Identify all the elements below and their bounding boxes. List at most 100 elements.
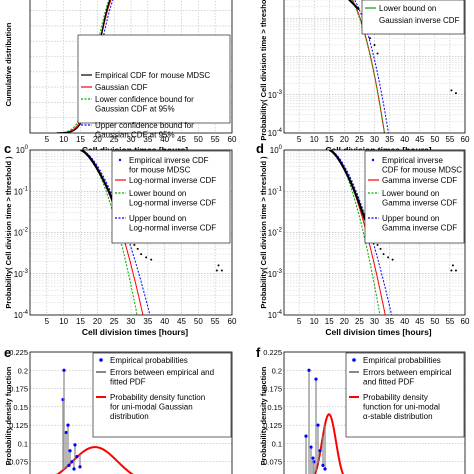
x-tick-label: 10 (310, 135, 319, 144)
series-upper-bound (329, 150, 393, 315)
y-tick-label: 0.2 (272, 366, 282, 375)
x-tick-label: 10 (59, 135, 68, 144)
x-tick-label: 15 (76, 317, 85, 326)
x-tick-label: 30 (127, 317, 136, 326)
data-point (67, 463, 71, 467)
data-point (68, 449, 72, 453)
data-point (217, 264, 220, 267)
plot-frame (29, 149, 233, 316)
x-tick-labels: 5 10 15 20 25 30 35 40 45 50 55 60 (45, 135, 237, 144)
series (56, 368, 134, 474)
data-point (64, 430, 68, 435)
series-lower-bound (80, 150, 138, 315)
legend-label: Gaussian inverse CDF (379, 16, 460, 25)
y-tick-label: 0.15 (13, 403, 28, 412)
data-point (66, 423, 70, 427)
legend-label: Lower bound on Log-normal inverse CDF (129, 189, 216, 208)
x-tick-labels: 5 10 15 20 25 30 35 40 45 50 55 60 (45, 317, 237, 326)
panel-tag: f (256, 345, 261, 360)
x-tick-label: 55 (445, 317, 454, 326)
data-point (321, 463, 325, 467)
legend-label: Empirical inverse CDF for mouse MDSC (382, 156, 462, 175)
y-tick-labels: 10-3 10-4 (268, 90, 283, 138)
panel-tag: d (256, 141, 264, 156)
x-tick-label: 20 (93, 135, 102, 144)
data-point (140, 253, 143, 256)
legend-label: Probability density function for uni-moda… (363, 393, 440, 421)
x-tick-label: 60 (228, 317, 237, 326)
legend-label: Log-normal inverse CDF (129, 176, 216, 185)
y-tick-labels: 100 10-1 10-2 10-3 10-4 (268, 145, 283, 320)
data-point (72, 467, 76, 471)
x-tick-label: 5 (45, 317, 50, 326)
legend-label: Gamma inverse CDF (382, 176, 457, 185)
x-tick-labels: 5 10 15 20 25 30 35 40 45 50 55 60 (297, 135, 470, 144)
x-tick-label: 25 (355, 317, 364, 326)
legend-label: Errors between empirical and fitted PDF (110, 368, 214, 387)
data-point (70, 460, 74, 464)
y-axis-label: Probability( Cell division time > thresh… (259, 0, 268, 141)
data-point (150, 258, 153, 261)
data-point (304, 434, 308, 438)
legend-box (92, 352, 232, 438)
panel-tag: c (4, 141, 11, 156)
panel-tag: e (4, 345, 11, 360)
x-tick-label: 45 (177, 135, 186, 144)
series (304, 368, 344, 474)
data-point (73, 443, 77, 447)
data-point (323, 467, 327, 471)
data-point (376, 243, 379, 246)
x-tick-label: 20 (340, 135, 349, 144)
data-point (454, 269, 457, 272)
legend-box (361, 0, 465, 35)
panel-e: 0.075 0.1 0.125 0.15 0.175 0.2 0.225 Probabilit… (4, 345, 233, 474)
data-point (376, 52, 379, 55)
panel-c: 5 10 15 20 25 30 35 40 45 50 55 6010010-110-210-310… (4, 141, 237, 337)
data-point (145, 256, 148, 259)
data-point (307, 368, 311, 372)
legend-box (364, 150, 465, 244)
legend-box (111, 150, 231, 244)
x-tick-label: 45 (177, 317, 186, 326)
x-axis-label: Cell division times [hours] (82, 327, 188, 337)
x-tick-label: 25 (110, 317, 119, 326)
y-tick-label: 0.125 (9, 421, 28, 430)
data-point (379, 247, 382, 250)
x-tick-label: 35 (385, 317, 394, 326)
legend-box (77, 34, 231, 124)
y-tick-label: 0.1 (18, 439, 28, 448)
legend-label: Lower confidence bound for Gaussian CDF a… (95, 95, 194, 114)
legend: Empirical CDF for mouse MDSC Gaussian CDF… (77, 34, 231, 140)
x-tick-label: 60 (461, 135, 470, 144)
legend-label: Empirical probabilities (110, 356, 188, 365)
data-point (78, 465, 82, 469)
x-tick-label: 45 (415, 135, 424, 144)
x-tick-label: 45 (415, 317, 424, 326)
x-tick-label: 5 (297, 135, 302, 144)
x-tick-label: 60 (228, 135, 237, 144)
legend-label: Lower bound on (379, 4, 436, 13)
y-tick-label: 10-4 (268, 128, 283, 138)
plot-frame (283, 149, 466, 316)
y-tick-labels: 0.075 0.1 0.125 0.15 0.175 0.2 0.225 (263, 348, 282, 467)
x-tick-label: 55 (211, 135, 220, 144)
legend-label: Empirical probabilities (363, 356, 441, 365)
y-tick-label: 100 (270, 145, 283, 155)
y-tick-label: 10-1 (268, 186, 283, 196)
legend: Empirical probabilities Errors between em… (92, 352, 232, 438)
x-tick-label: 50 (430, 135, 439, 144)
data-point (133, 243, 136, 246)
y-tick-label: 10-1 (14, 186, 29, 196)
plot-frame (29, 351, 233, 474)
data-point (318, 449, 322, 453)
x-tick-labels: 5 10 15 20 25 30 35 40 45 50 55 60 (297, 317, 470, 326)
data-point (75, 454, 79, 459)
data-point (311, 456, 315, 460)
y-axis-label: Probability density function (259, 366, 268, 465)
y-tick-label: 0.225 (263, 348, 282, 357)
y-axis-label: Probability( Cell division time > thresh… (4, 156, 13, 309)
legend-label: Gaussian CDF (95, 83, 148, 92)
legend-label: Upper bound on Gamma inverse CDF (382, 214, 457, 233)
data-point (136, 247, 139, 250)
